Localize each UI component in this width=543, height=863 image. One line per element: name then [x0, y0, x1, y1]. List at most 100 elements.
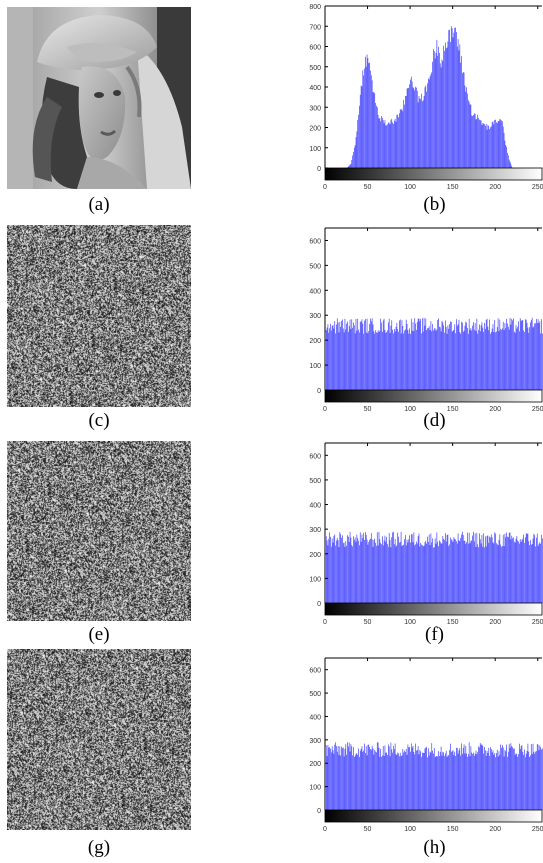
- histogram-bar: [363, 532, 365, 603]
- histogram-bar: [473, 329, 475, 390]
- histogram-bar: [449, 29, 450, 168]
- histogram-bar: [439, 752, 441, 810]
- y-tick-label: 300: [309, 738, 321, 745]
- histogram-bar: [540, 333, 542, 390]
- grayscale-colorbar: [324, 167, 543, 181]
- histogram-bar: [422, 331, 424, 390]
- histogram-bar: [329, 532, 330, 603]
- histogram-bar: [417, 536, 419, 603]
- histogram-bar: [409, 84, 410, 168]
- histogram-bars: [325, 317, 543, 390]
- histogram-bar: [532, 538, 534, 603]
- histogram-bar: [389, 539, 391, 603]
- histogram-bar: [483, 332, 485, 390]
- histogram-bar: [328, 538, 330, 603]
- histogram-bar: [450, 321, 452, 390]
- histogram-bar: [445, 327, 447, 390]
- histogram-bar: [363, 750, 365, 810]
- histogram-bar: [509, 317, 511, 390]
- histogram-bar: [430, 752, 432, 810]
- histogram-bar: [325, 536, 327, 603]
- histogram-bar: [364, 320, 365, 390]
- histogram-bar: [353, 747, 354, 810]
- histogram-bar: [478, 330, 479, 390]
- histogram-bar: [395, 121, 397, 168]
- histogram-bar: [433, 49, 434, 168]
- histogram-bar: [435, 756, 437, 810]
- histogram-bar: [503, 756, 505, 810]
- histogram-bar: [490, 747, 491, 810]
- histogram-bar: [464, 753, 466, 810]
- histogram-bar: [438, 46, 439, 169]
- histogram-bar: [377, 545, 379, 603]
- histogram-bar: [342, 535, 343, 603]
- histogram-bar: [420, 99, 422, 168]
- histogram-bar: [473, 322, 474, 390]
- histogram-bar: [376, 532, 378, 603]
- histogram-bar: [331, 538, 333, 603]
- histogram-bar: [451, 331, 453, 390]
- histogram-bar: [436, 532, 438, 603]
- histogram-bar: [467, 100, 469, 168]
- histogram-bar: [359, 94, 361, 168]
- histogram-bar: [412, 87, 414, 168]
- histogram-bar: [427, 536, 428, 603]
- histogram-bar: [434, 757, 436, 810]
- x-tick-label: 0: [323, 619, 327, 626]
- histogram-bar: [336, 318, 338, 390]
- histogram-bar: [346, 754, 347, 810]
- histogram-bar: [488, 330, 490, 390]
- noise-image: [7, 441, 191, 621]
- histogram-bar: [434, 328, 436, 390]
- histogram-bar: [475, 750, 477, 810]
- histogram-bar: [427, 748, 429, 810]
- histogram-bar: [462, 73, 463, 168]
- histogram-bar: [439, 326, 440, 390]
- histogram-bar: [449, 323, 450, 390]
- histogram-bar: [378, 331, 380, 390]
- histogram-bar: [375, 751, 376, 810]
- histogram-bar: [475, 119, 477, 168]
- histogram-bar: [471, 330, 473, 390]
- histogram-bar: [380, 121, 382, 168]
- histogram-bar: [518, 541, 519, 603]
- histogram-bar: [477, 114, 479, 168]
- histogram-bar: [392, 752, 393, 810]
- histogram-bar: [419, 546, 421, 603]
- histogram-bar: [356, 534, 358, 603]
- histogram-bar: [420, 751, 422, 810]
- histogram-bar: [375, 103, 376, 168]
- histogram-bar: [450, 26, 452, 168]
- histogram-bar: [470, 104, 472, 168]
- histogram-bar: [365, 332, 367, 390]
- histogram-bar: [418, 318, 420, 390]
- histogram-bar: [373, 92, 375, 168]
- histogram-bar: [414, 318, 416, 390]
- histogram-bar: [441, 59, 443, 169]
- histogram-bar: [380, 749, 382, 810]
- histogram-bar: [370, 318, 371, 390]
- histogram-bar: [521, 745, 523, 810]
- histogram-bar: [433, 547, 434, 603]
- histogram-bar: [347, 331, 349, 390]
- histogram-bar: [370, 321, 372, 390]
- histogram-bar: [502, 744, 503, 810]
- histogram-bar: [337, 540, 339, 603]
- histogram-bar: [452, 542, 454, 603]
- histogram-bar: [395, 326, 397, 390]
- histogram-bar: [519, 743, 520, 810]
- histogram-bar: [460, 755, 462, 810]
- histogram-bar: [430, 74, 432, 168]
- histogram-bar: [357, 754, 359, 810]
- histogram-bar: [519, 318, 521, 390]
- histogram-bar: [535, 546, 536, 603]
- histogram-bar: [513, 748, 514, 810]
- histogram-bar: [390, 742, 392, 810]
- histogram-bar: [519, 749, 521, 810]
- histogram-bar: [405, 545, 407, 603]
- histogram-bar: [440, 331, 442, 390]
- histogram-bar: [376, 742, 378, 810]
- histogram-bar: [332, 542, 334, 603]
- histogram-bar: [392, 122, 393, 168]
- histogram-bar: [372, 92, 374, 168]
